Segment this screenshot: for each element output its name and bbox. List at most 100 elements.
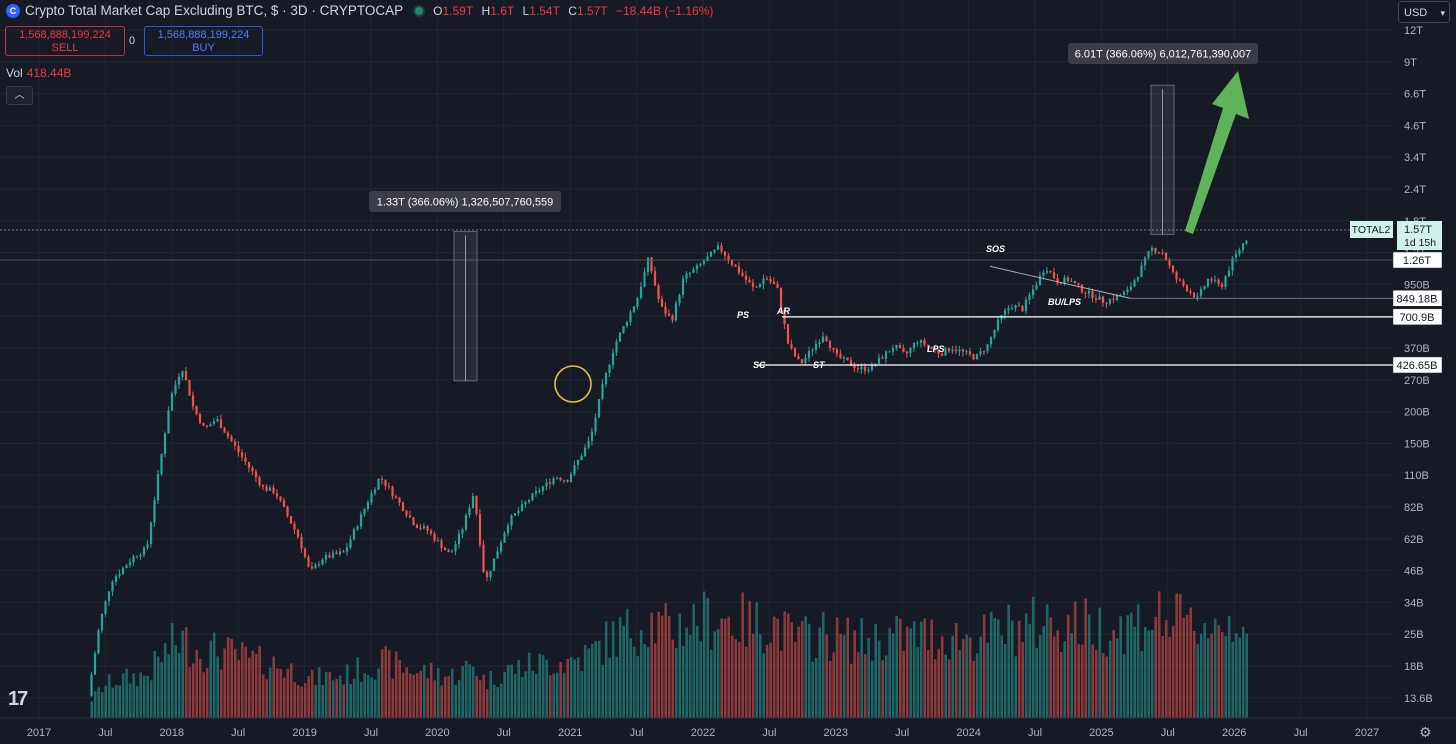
candle-body xyxy=(489,570,492,578)
volume-bar xyxy=(1115,638,1119,718)
candle-body xyxy=(534,491,538,494)
volume-bar xyxy=(930,619,934,718)
candle-body xyxy=(359,514,363,527)
candle-body xyxy=(961,349,965,352)
candle-body xyxy=(475,495,478,514)
candle-body xyxy=(104,601,107,614)
volume-bar xyxy=(468,664,472,718)
candle-body xyxy=(611,352,615,365)
volume-bar xyxy=(230,638,234,718)
candle-body xyxy=(993,329,996,338)
candle-body xyxy=(244,457,247,462)
gear-icon[interactable]: ⚙ xyxy=(1419,724,1432,740)
volume-bar xyxy=(905,626,909,718)
volume-bar xyxy=(1098,607,1102,718)
volume-bar xyxy=(723,618,727,718)
volume-bar xyxy=(1035,647,1039,718)
sell-button[interactable]: 1,568,888,199,224 SELL xyxy=(5,26,125,56)
volume-bar xyxy=(408,673,412,718)
volume-bar xyxy=(1063,641,1067,718)
candle-body xyxy=(132,556,135,563)
volume-bar xyxy=(909,628,913,718)
volume-bar xyxy=(244,646,248,718)
volume-bar xyxy=(419,670,423,718)
volume-bar xyxy=(821,612,825,718)
symbol-tag: TOTAL2 xyxy=(1352,224,1391,236)
volume-bar xyxy=(373,679,377,718)
candle-body xyxy=(1217,279,1220,284)
volume-bar xyxy=(1164,620,1168,718)
volume-bar xyxy=(177,653,181,718)
collapse-legend-button[interactable]: ︿ xyxy=(6,86,33,105)
candle-body xyxy=(1052,272,1056,279)
candle-body xyxy=(758,284,762,287)
volume-bar xyxy=(1231,641,1235,718)
candle-body xyxy=(849,360,853,366)
volume-bar xyxy=(1199,633,1203,718)
candle-body xyxy=(321,559,324,565)
volume-bar xyxy=(160,662,164,718)
candle-body xyxy=(828,341,832,348)
candle-body xyxy=(853,365,856,369)
volume-bar xyxy=(1150,629,1154,718)
currency-select[interactable]: USD ▾ xyxy=(1398,1,1450,23)
price-tick: 34B xyxy=(1404,597,1424,609)
volume-bar xyxy=(1143,627,1147,718)
candle-body xyxy=(702,261,706,264)
candle-body xyxy=(811,349,814,351)
candle-body xyxy=(1077,283,1080,285)
volume-bar xyxy=(447,676,451,718)
volume-bar xyxy=(279,668,283,718)
price-tick: 12T xyxy=(1404,25,1423,37)
candle-body xyxy=(744,275,748,280)
candle-body xyxy=(975,354,979,360)
volume-bar xyxy=(436,668,440,718)
volume-bar xyxy=(933,659,937,718)
buy-price: 1,568,888,199,224 xyxy=(157,29,250,41)
volume-bar xyxy=(426,678,430,718)
candle-body xyxy=(1024,299,1028,312)
candle-body xyxy=(835,349,839,354)
candle-body xyxy=(275,493,279,497)
volume-bar xyxy=(632,646,636,718)
volume-bar xyxy=(510,664,514,718)
candle-body xyxy=(860,366,863,370)
volume-bar xyxy=(891,633,895,718)
buy-button[interactable]: 1,568,888,199,224 BUY xyxy=(144,26,263,56)
candle-body xyxy=(555,477,559,479)
candle-body xyxy=(772,281,776,284)
candle-body xyxy=(265,486,268,491)
candle-body xyxy=(576,460,580,466)
volume-bar xyxy=(986,642,990,718)
volume-bar xyxy=(100,692,104,718)
candle-body xyxy=(569,474,573,483)
candle-body xyxy=(1112,298,1115,300)
volume-bar xyxy=(524,671,528,718)
candle-body xyxy=(776,283,779,289)
candle-body xyxy=(804,357,807,363)
volume-bar xyxy=(692,604,696,718)
volume-bar xyxy=(520,676,524,718)
volume-bar xyxy=(972,660,976,718)
time-tick: 2022 xyxy=(691,727,715,739)
candle-body xyxy=(153,500,156,523)
volume-bar xyxy=(380,649,384,718)
price-tick: 46B xyxy=(1404,566,1424,578)
volume-bar xyxy=(895,615,899,718)
volume-bar xyxy=(492,684,496,718)
candle-body xyxy=(188,380,191,396)
volume-bar xyxy=(261,674,265,718)
candle-body xyxy=(1178,279,1182,281)
candle-body xyxy=(440,540,443,549)
volume-bar xyxy=(937,648,941,718)
level-price-box xyxy=(1392,251,1443,269)
symbol-title[interactable]: Crypto Total Market Cap Excluding BTC, $… xyxy=(25,3,404,18)
candle-body xyxy=(363,508,366,515)
volume-bar xyxy=(142,675,146,718)
volume-bar xyxy=(664,603,668,718)
volume-bar xyxy=(1161,635,1165,718)
volume-bar xyxy=(601,664,605,718)
volume-bar xyxy=(1119,616,1123,718)
volume-bar xyxy=(629,638,633,718)
